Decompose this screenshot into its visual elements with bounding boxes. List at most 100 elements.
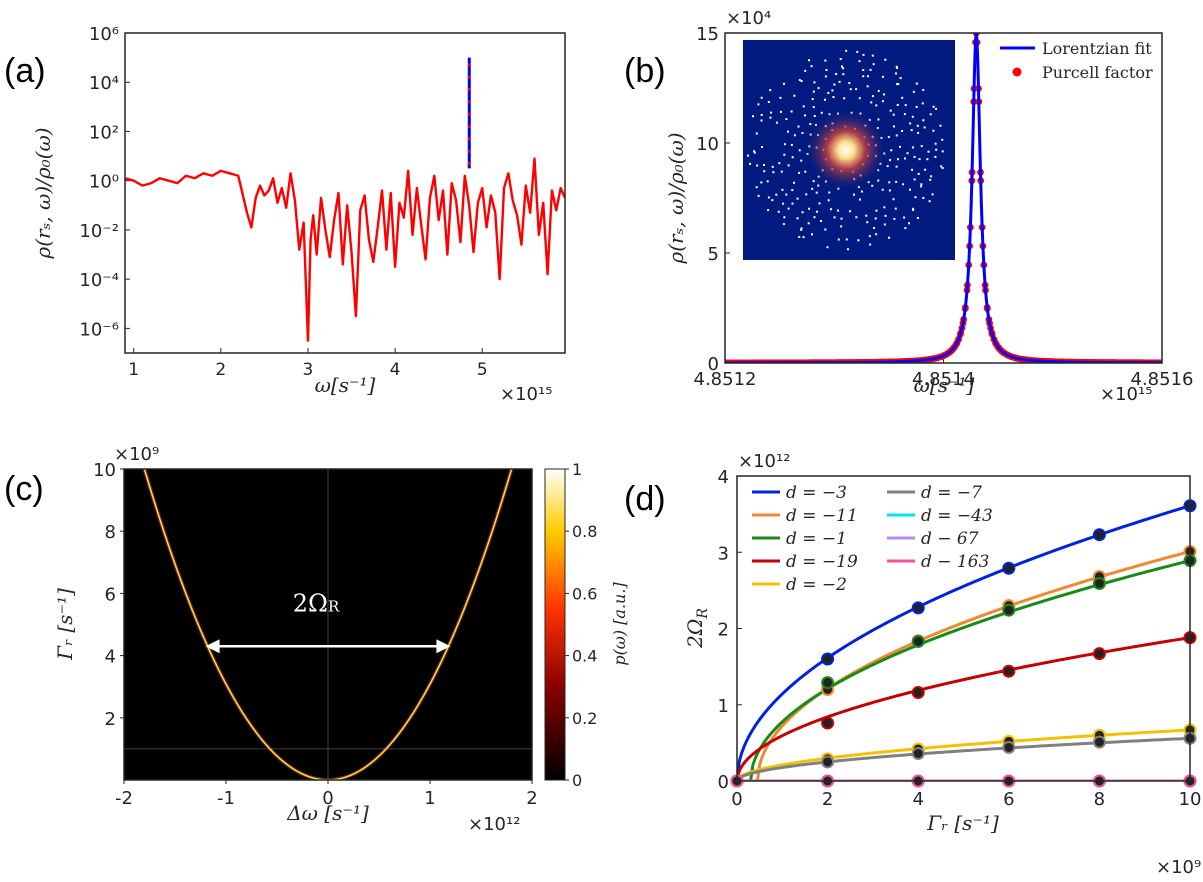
inset-point [911, 146, 914, 149]
legend-label: d = −19 [786, 552, 858, 572]
inset-point [929, 178, 932, 181]
inset-point [894, 72, 897, 75]
inset-point [802, 105, 805, 108]
legend-label: d − 67 [921, 529, 979, 549]
inset-point [875, 104, 878, 107]
colorbar-gradient [544, 468, 566, 781]
annotation-arrow-head-left [205, 639, 220, 654]
y-tick-label: 10 [93, 460, 116, 481]
legend-label-lorentzian: Lorentzian fit [1042, 39, 1152, 58]
inset-point [855, 216, 858, 219]
inset-point [827, 91, 830, 94]
inset-point [858, 60, 861, 63]
panel-d-frame [736, 475, 1191, 782]
inset-point [845, 49, 848, 52]
series-point [1002, 740, 1016, 754]
inset-point [866, 75, 869, 78]
inset-point [805, 193, 808, 196]
inset-point [810, 65, 813, 68]
inset-point [881, 100, 884, 103]
panel-c-xlabel: Δω [s⁻¹] [286, 801, 369, 825]
panel-d-series [737, 504, 1190, 781]
y-tick-label: 0 [718, 772, 729, 793]
panel-a-ylabel: ρ(rₛ, ω)/ρ₀(ω) [31, 127, 55, 259]
inset-point [888, 189, 891, 192]
series-point [1092, 528, 1106, 542]
inset-point [869, 243, 872, 246]
y-tick-label: 6 [105, 584, 116, 605]
inset-point [785, 193, 788, 196]
inset-point [755, 186, 758, 189]
inset-point [903, 157, 906, 160]
inset-point [790, 110, 793, 113]
inset-point [827, 199, 830, 202]
inset-point [911, 168, 914, 171]
inset-point [820, 220, 823, 223]
inset-point [892, 113, 895, 116]
series-line [737, 504, 1190, 781]
inset-point [881, 188, 884, 191]
inset-point [922, 197, 925, 200]
inset-point [833, 216, 836, 219]
inset-point [889, 109, 892, 112]
inset-point [796, 217, 799, 220]
inset-point [941, 138, 944, 141]
colorbar-tick-label: 0.2 [572, 709, 597, 728]
peak-marker [467, 88, 471, 92]
inset-point [853, 193, 856, 196]
inset-point [837, 209, 840, 212]
colorbar-tick-label: 1 [572, 460, 582, 479]
x-tick-label: 4.8516 [1131, 369, 1194, 390]
inset-point [924, 168, 927, 171]
colorbar-tick-label: 0.8 [572, 522, 597, 541]
inset-point [916, 124, 919, 127]
inset-point [895, 165, 898, 168]
inset-point [855, 88, 858, 91]
inset-point [849, 88, 852, 91]
panel-label-c: (c) [4, 470, 44, 508]
inset-point [911, 115, 914, 118]
inset-point [782, 223, 785, 226]
inset-point [881, 75, 884, 78]
inset-point [793, 94, 796, 97]
panel-c-axis-ticks: -2 -1 0 1 2 2 4 6 8 10 [93, 460, 538, 809]
inset-point [862, 75, 865, 78]
inset-point [913, 155, 916, 158]
inset-point [771, 199, 774, 202]
panel-d-x-multiplier: ×10⁹ [1156, 857, 1201, 878]
inset-point [895, 134, 898, 137]
inset-point [798, 236, 801, 239]
inset-point [793, 181, 796, 184]
peak-marker [467, 75, 471, 79]
peak-marker [467, 161, 471, 166]
inset-point [747, 154, 750, 157]
inset-point [859, 198, 862, 201]
x-tick-label: 4 [390, 360, 401, 380]
inset-point [804, 69, 807, 72]
x-tick-label: 8 [1094, 789, 1105, 810]
inset-point [813, 216, 816, 219]
inset-point [840, 225, 843, 228]
panel-b-ylabel: ρ(rₛ, ω)/ρ₀(ω) [664, 132, 688, 264]
y-tick-label: 10 [696, 134, 719, 155]
y-tick-label: 10⁰ [89, 172, 119, 193]
inset-point [935, 148, 938, 151]
inset-point [812, 106, 815, 109]
panel-d-ylabel-group: 2ΩR [683, 608, 711, 649]
inset-point [914, 196, 917, 199]
inset-point [835, 73, 838, 76]
inset-point [756, 164, 759, 167]
inset-point [790, 143, 793, 146]
x-tick-label: 3 [303, 360, 314, 380]
inset-point [785, 118, 788, 121]
inset-point [812, 180, 815, 183]
inset-point [771, 165, 774, 168]
y-tick-label: 10² [89, 122, 119, 143]
inset-point [875, 233, 878, 236]
inset-point [838, 80, 841, 83]
inset-point [787, 207, 790, 210]
panel-label-a: (a) [4, 52, 46, 90]
legend-label-purcell: Purcell factor [1042, 63, 1153, 82]
